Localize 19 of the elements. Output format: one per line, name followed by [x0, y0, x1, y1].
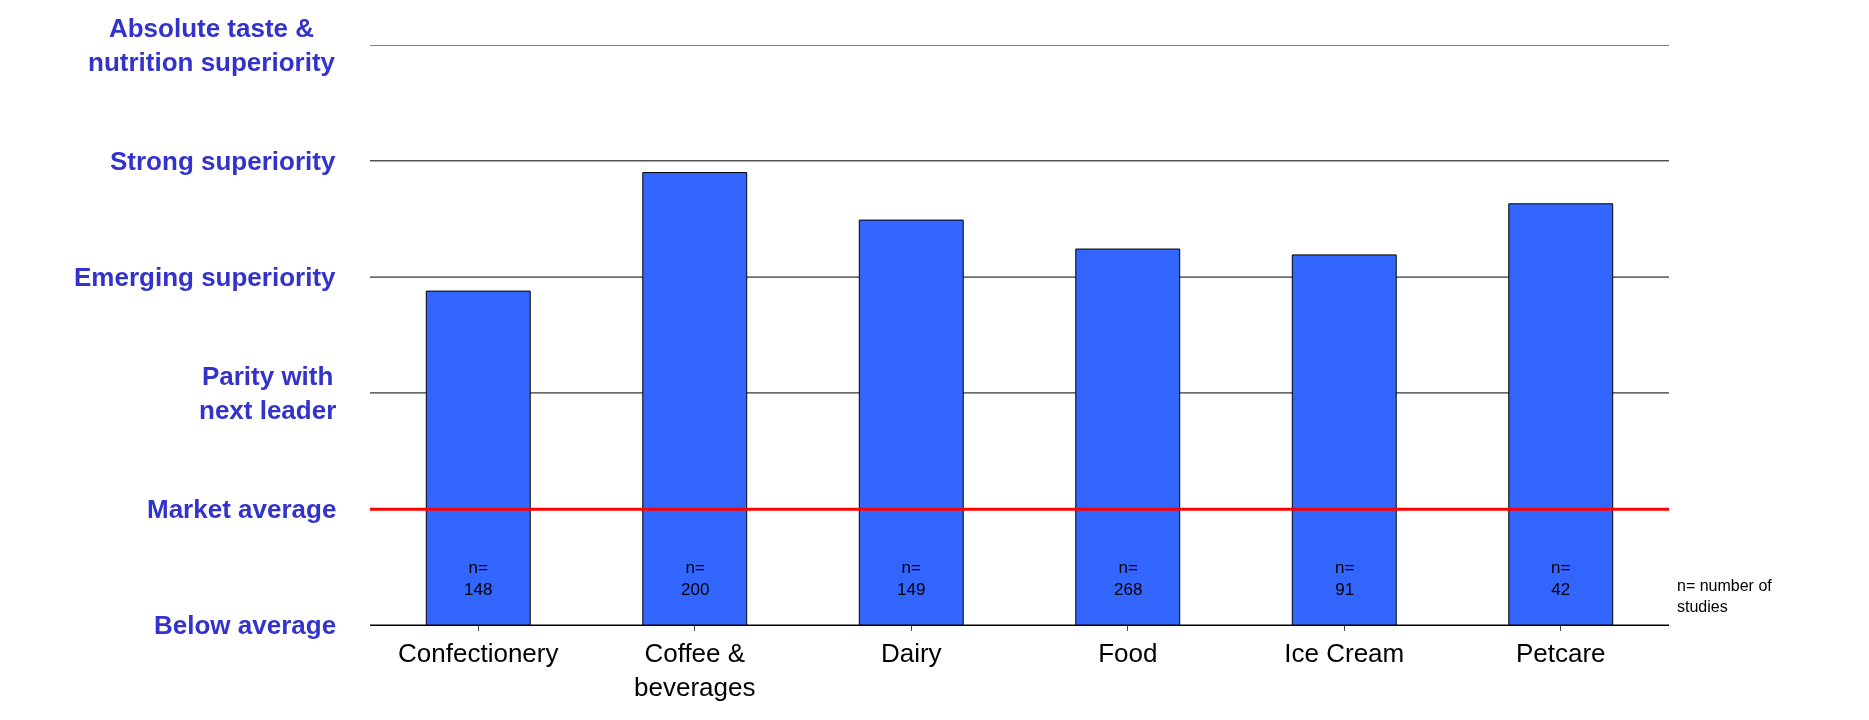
x-tick-label: Coffee & beverages	[634, 638, 756, 702]
ref-line-label: Absolute taste & nutrition superiority	[88, 13, 336, 77]
annotation: n= 200	[681, 558, 710, 600]
ref-line-label: Below average	[154, 610, 337, 640]
ref-line-label: Market average	[147, 494, 337, 524]
x-tick-label: Confectionery	[398, 638, 559, 669]
ref-line-label: Strong superiority	[110, 146, 336, 176]
text: n= number of studies	[1677, 577, 1773, 615]
annotation: n= 148	[464, 558, 493, 600]
x-tick-label: Ice Cream	[1284, 638, 1405, 669]
ref-line-label: Parity with next leader	[199, 361, 337, 425]
x-tick-label: Food	[1098, 638, 1158, 669]
annotation: n= 91	[1335, 558, 1355, 600]
x-tick-label: Petcare	[1515, 638, 1606, 669]
ref-line-label: Emerging superiority	[74, 262, 337, 292]
annotation: n= 149	[897, 558, 926, 600]
x-tick-label: Dairy	[880, 638, 942, 669]
annotation: n= 268	[1114, 558, 1143, 600]
annotation: n= 42	[1551, 558, 1571, 600]
